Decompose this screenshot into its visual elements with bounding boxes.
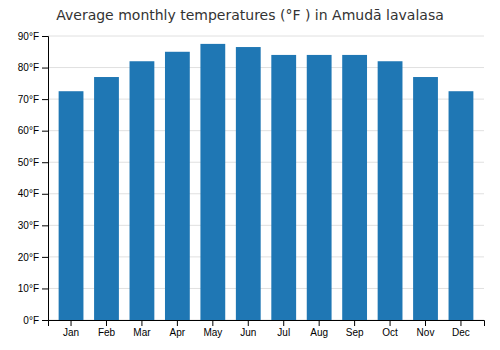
- bar: [307, 55, 332, 320]
- tick-mark: [42, 194, 48, 195]
- tick-label: 70°F: [18, 94, 39, 105]
- tick-mark: [42, 162, 48, 163]
- x-tick: Jul: [277, 320, 290, 338]
- plot: 0°F 10°F 20°F 30°F 40°F 50°F 60°F 70°F 80°F 90°F J…: [18, 31, 485, 338]
- grid-line: [48, 67, 484, 68]
- grid: [48, 36, 484, 320]
- x-tick: Apr: [170, 320, 186, 338]
- tick-mark: [460, 320, 461, 326]
- y-tick: 20°F: [18, 252, 48, 263]
- tick-mark: [106, 320, 107, 326]
- tick-label: May: [203, 327, 222, 338]
- tick-label: Sep: [346, 327, 364, 338]
- tick-label: 0°F: [23, 315, 39, 326]
- y-tick: 70°F: [18, 94, 48, 105]
- tick-label: Mar: [133, 327, 151, 338]
- tick-label: 50°F: [18, 157, 39, 168]
- x-axis: Jan Feb Mar Apr May Jun Jul Aug Sep Oct Nov Dec: [49, 320, 485, 338]
- bar: [413, 77, 438, 320]
- y-tick: 90°F: [18, 31, 48, 42]
- tick-mark: [42, 225, 48, 226]
- bar: [59, 91, 84, 320]
- x-tick: Jan: [63, 320, 79, 338]
- tick-mark: [319, 320, 320, 326]
- tick-mark: [141, 320, 142, 326]
- axis-line: [49, 321, 485, 327]
- axis-line: [42, 37, 49, 321]
- chart: 0°F 10°F 20°F 30°F 40°F 50°F 60°F 70°F 80°F 90°F J…: [0, 0, 500, 350]
- tick-label: 20°F: [18, 252, 39, 263]
- tick-mark: [42, 131, 48, 132]
- y-tick: 40°F: [18, 188, 48, 199]
- y-axis: 0°F 10°F 20°F 30°F 40°F 50°F 60°F 70°F 80°F 90°F: [18, 31, 49, 326]
- tick-label: 90°F: [18, 31, 39, 42]
- tick-label: 80°F: [18, 62, 39, 73]
- tick-label: Jan: [63, 327, 79, 338]
- x-tick: May: [203, 320, 222, 338]
- tick-label: Apr: [170, 327, 186, 338]
- bar: [449, 91, 474, 320]
- tick-mark: [42, 99, 48, 100]
- x-tick: Mar: [133, 320, 151, 338]
- bar: [236, 47, 261, 320]
- y-tick: 0°F: [23, 315, 48, 326]
- tick-mark: [71, 320, 72, 326]
- tick-label: Aug: [310, 327, 328, 338]
- tick-label: Dec: [452, 327, 470, 338]
- tick-mark: [177, 320, 178, 326]
- tick-label: 60°F: [18, 125, 39, 136]
- tick-label: 40°F: [18, 188, 39, 199]
- tick-mark: [354, 320, 355, 326]
- bar: [130, 61, 155, 320]
- x-tick: Jun: [240, 320, 256, 338]
- title: Average monthly temperatures (°F ) in Am…: [56, 7, 444, 23]
- tick-mark: [42, 257, 48, 258]
- tick-label: Oct: [382, 327, 398, 338]
- bar: [200, 44, 225, 320]
- tick-mark: [283, 320, 284, 326]
- bars: [59, 44, 474, 320]
- y-tick: 60°F: [18, 125, 48, 136]
- tick-mark: [212, 320, 213, 326]
- tick-label: Jun: [240, 327, 256, 338]
- x-tick: Aug: [310, 320, 328, 338]
- tick-mark: [42, 288, 48, 289]
- grid-line: [48, 36, 484, 37]
- y-tick: 80°F: [18, 62, 48, 73]
- bar: [378, 61, 403, 320]
- tick-label: 30°F: [18, 220, 39, 231]
- y-tick: 30°F: [18, 220, 48, 231]
- tick-mark: [248, 320, 249, 326]
- x-tick: Nov: [417, 320, 435, 338]
- bar: [165, 52, 190, 320]
- tick-label: 10°F: [18, 283, 39, 294]
- bar: [271, 55, 296, 320]
- tick-label: Jul: [277, 327, 290, 338]
- bar: [94, 77, 119, 320]
- x-tick: Sep: [346, 320, 364, 338]
- tick-mark: [42, 320, 48, 321]
- y-tick: 10°F: [18, 283, 48, 294]
- x-tick: Feb: [98, 320, 116, 338]
- tick-label: Feb: [98, 327, 116, 338]
- y-tick: 50°F: [18, 157, 48, 168]
- tick-mark: [42, 36, 48, 37]
- bar: [342, 55, 367, 320]
- x-tick: Dec: [452, 320, 470, 338]
- x-tick: Oct: [382, 320, 398, 338]
- tick-mark: [425, 320, 426, 326]
- tick-mark: [42, 68, 48, 69]
- tick-mark: [390, 320, 391, 326]
- tick-label: Nov: [417, 327, 435, 338]
